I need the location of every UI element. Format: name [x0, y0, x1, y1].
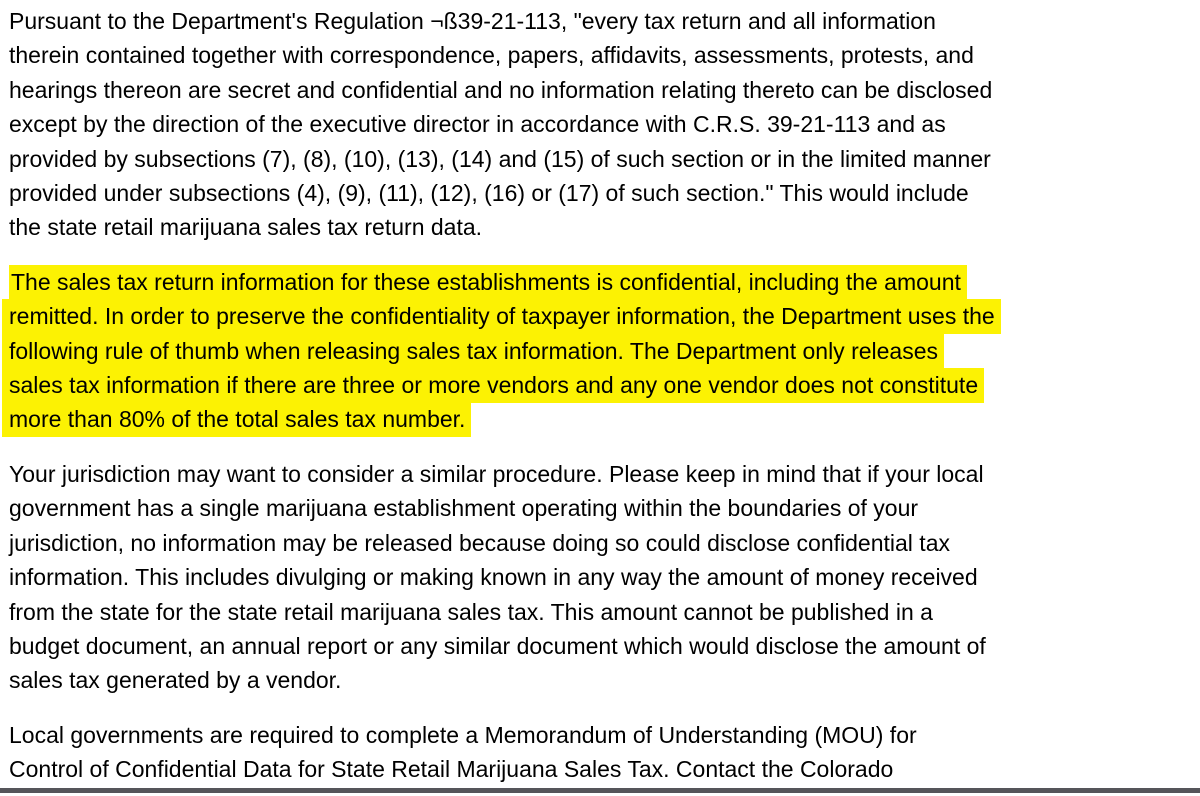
text-line: the state retail marijuana sales tax ret… [9, 210, 1190, 244]
text: from the state for the state retail mari… [9, 598, 933, 625]
paragraph: Local governments are required to comple… [9, 718, 1190, 787]
text: information. This includes divulging or … [9, 564, 978, 591]
text: provided by subsections (7), (8), (10), … [9, 145, 991, 172]
highlighted-paragraph: The sales tax return information for the… [2, 264, 1190, 438]
text-line: sales tax generated by a vendor. [9, 663, 1190, 697]
text: the state retail marijuana sales tax ret… [9, 214, 483, 241]
text-line: The sales tax return information for the… [9, 264, 1190, 300]
text-line: sales tax information if there are three… [2, 368, 1190, 404]
text-line: more than 80% of the total sales tax num… [2, 402, 1190, 438]
text-line: provided under subsections (4), (9), (11… [9, 176, 1190, 210]
text-line: following rule of thumb when releasing s… [2, 333, 1190, 369]
paragraph-container: Pursuant to the Department's Regulation … [2, 4, 1190, 787]
bottom-divider [0, 788, 1200, 793]
text-line: information. This includes divulging or … [9, 560, 1190, 594]
highlighted-text: following rule of thumb when releasing s… [2, 333, 945, 369]
paragraph: Your jurisdiction may want to consider a… [9, 457, 1190, 698]
text-line: government has a single marijuana establ… [9, 491, 1190, 525]
paragraph: Pursuant to the Department's Regulation … [9, 4, 1190, 245]
text-line: hearings thereon are secret and confiden… [9, 73, 1190, 107]
text: budget document, an annual report or any… [9, 632, 986, 659]
text: Control of Confidential Data for State R… [9, 756, 894, 783]
text: except by the direction of the executive… [9, 111, 946, 138]
text-line: except by the direction of the executive… [9, 107, 1190, 141]
highlighted-text: sales tax information if there are three… [2, 368, 985, 404]
text: hearings thereon are secret and confiden… [9, 76, 993, 103]
text-line: Pursuant to the Department's Regulation … [9, 4, 1190, 38]
text: provided under subsections (4), (9), (11… [9, 180, 969, 207]
text: sales tax generated by a vendor. [9, 667, 342, 694]
text-line: Control of Confidential Data for State R… [9, 752, 1190, 786]
text-line: Local governments are required to comple… [9, 718, 1190, 752]
text: Pursuant to the Department's Regulation … [9, 8, 936, 34]
text: government has a single marijuana establ… [9, 495, 919, 522]
highlighted-text: remitted. In order to preserve the confi… [2, 299, 1001, 335]
text-line: budget document, an annual report or any… [9, 629, 1190, 663]
text: therein contained together with correspo… [9, 42, 974, 69]
text-line: Your jurisdiction may want to consider a… [9, 457, 1190, 491]
text-line: from the state for the state retail mari… [9, 595, 1190, 629]
text: Your jurisdiction may want to consider a… [9, 460, 984, 487]
text-line: therein contained together with correspo… [9, 38, 1190, 72]
highlighted-text: The sales tax return information for the… [9, 264, 967, 300]
text-line: jurisdiction, no information may be rele… [9, 526, 1190, 560]
text: Local governments are required to comple… [9, 721, 917, 748]
text-line: provided by subsections (7), (8), (10), … [9, 142, 1190, 176]
highlighted-text: more than 80% of the total sales tax num… [2, 402, 472, 438]
text-line: remitted. In order to preserve the confi… [2, 299, 1190, 335]
text: jurisdiction, no information may be rele… [9, 529, 950, 556]
